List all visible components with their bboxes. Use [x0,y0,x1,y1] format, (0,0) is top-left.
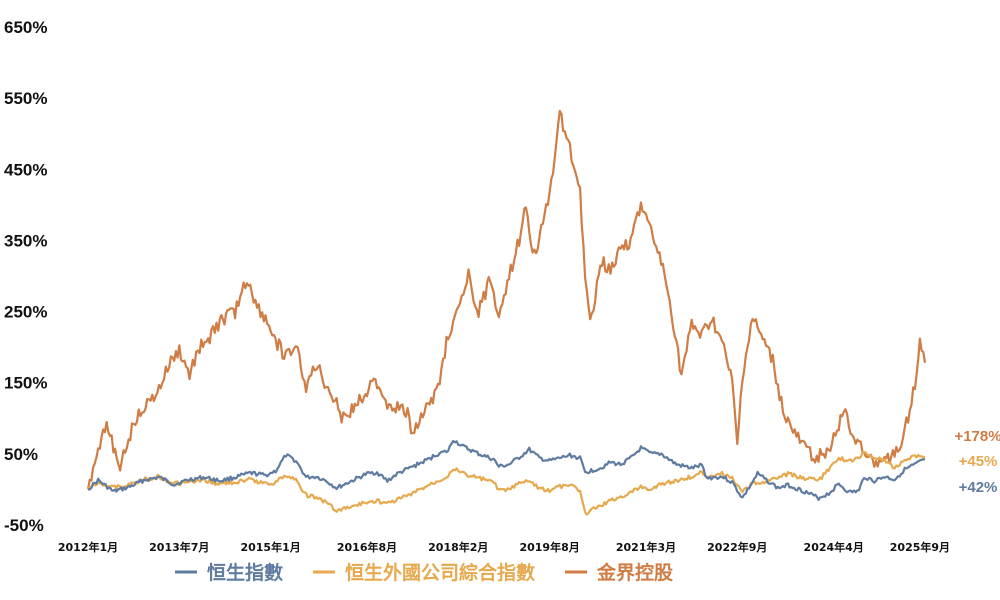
y-tick-label: 250% [4,303,47,322]
y-tick-label: -50% [4,516,44,535]
x-tick-label: 2019年8月 [519,540,579,554]
y-tick-label: 350% [4,231,47,250]
y-tick-label: 150% [4,374,47,393]
x-tick-label: 2013年7月 [149,540,209,554]
series-end-label: +42% [959,479,998,496]
series-end-label: +45% [959,453,998,470]
legend-label: 金界控股 [596,561,673,584]
y-tick-label: 450% [4,160,47,179]
x-tick-label: 2025年9月 [890,540,950,554]
x-tick-label: 2015年1月 [240,540,300,554]
legend-label: 恒生外國公司綜合指數 [345,561,535,584]
x-tick-label: 2018年2月 [428,540,488,554]
series-line [88,439,926,501]
series-line [87,451,926,516]
series-end-labels: +42% +45% +178% [954,428,1000,496]
series-end-label: +178% [954,428,1000,445]
y-axis-tick-labels: -50% 50% 150% 250% 350% 450% 550% 650% [4,18,47,535]
series-line [86,109,927,490]
y-tick-label: 650% [4,18,47,37]
x-tick-label: 2021年3月 [616,540,676,554]
x-axis-tick-labels: 2012年1月 2013年7月 2015年1月 2016年8月 2018年2月 2019年… [58,540,950,554]
x-tick-label: 2012年1月 [58,540,118,554]
y-tick-label: 50% [4,445,38,464]
legend-label: 恒生指數 [207,561,283,584]
x-tick-label: 2024年4月 [804,540,864,554]
x-tick-label: 2016年8月 [337,540,397,554]
series-lines [86,109,927,516]
legend: 恒生指數 恒生外國公司綜合指數 金界控股 [175,561,673,584]
y-tick-label: 550% [4,89,47,108]
x-tick-label: 2022年9月 [707,540,767,554]
